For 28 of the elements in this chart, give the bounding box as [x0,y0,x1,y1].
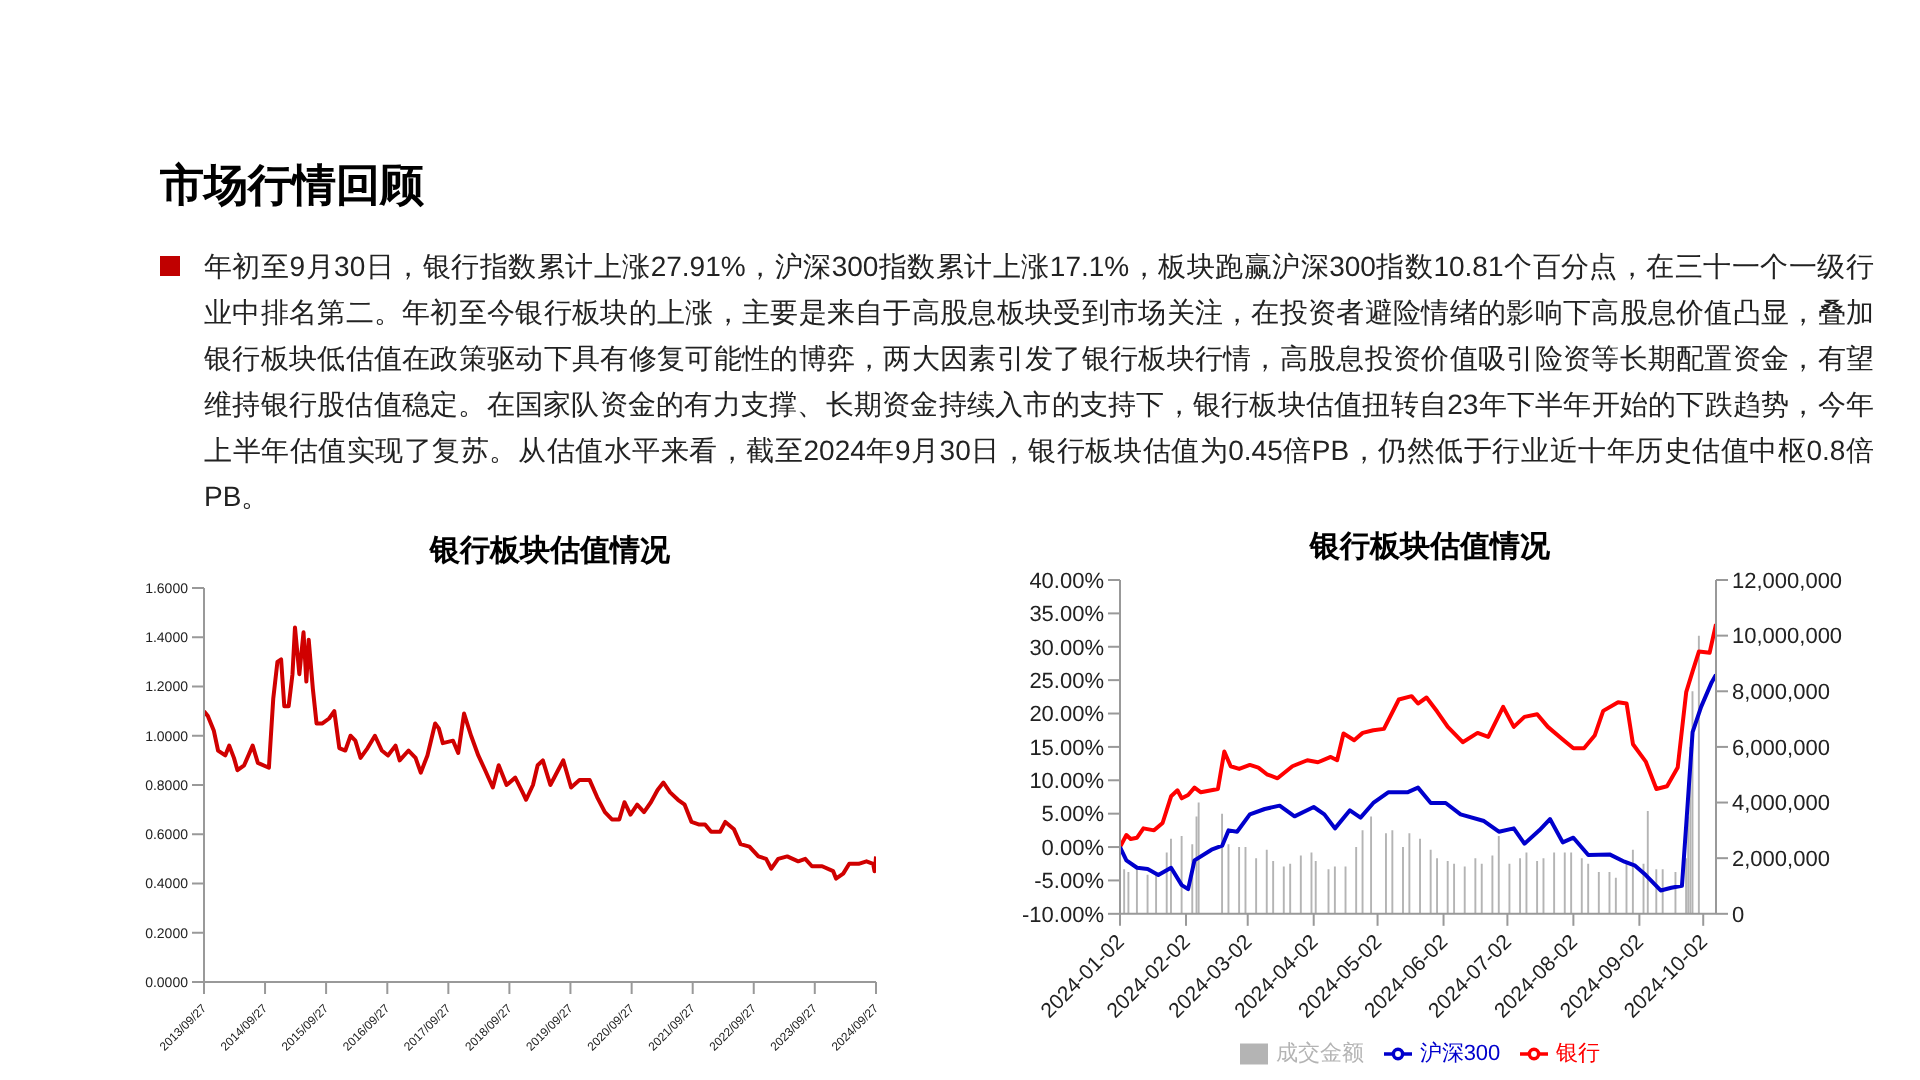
y-tick-label: -10.00% [1022,903,1105,928]
y-tick-label: 5.00% [1041,803,1105,828]
y-tick-label: 10.00% [1029,770,1105,795]
chart-title: 银行板块估值情况 [427,532,672,572]
y-tick-label: 25.00% [1029,669,1105,694]
text: 年初至9月30日，银行指数累计上涨27.91%，沪深300指数累计上涨17.1%，板块跑赢沪深300指数10.81个百分点，在三十一个一级行业中排名第二。年初至今银行板块的上涨，主要是来自于高股息板块受到市场关注，在投资者避险情绪的影响下高股息价值凸显，叠加银行板块低估值在政策驱动下具有修复可能性的博弈，两大因素引发了银行板块行情，高股息投资价值吸引险资等长期配置资金，有望维持银行股估值稳定。在国家队资金的有力支撑、长期资金持续入市的支持下，银行板块估值扭转自23年下半年开始的下跌趋势，今年上半年估值实现了复苏。从估值水平来看，截至2024年9月30日，银行板块估值为0.45倍PB，仍然低于行业近十年历史估值中枢0.8倍PB。 [204,248,1874,516]
y-tick-label: 20.00% [1029,703,1105,728]
y2-tick-label: 10,000,000 [1732,625,1843,650]
line-series [204,625,876,881]
y2-tick-label: 6,000,000 [1732,736,1830,761]
y2-tick-label: 4,000,000 [1732,792,1830,817]
text: 市场行情回顾 [160,158,426,214]
legend-label: 成交金额 [1275,1041,1364,1066]
y2-tick-label: 12,000,000 [1732,569,1843,594]
y-tick-label: 35.00% [1029,603,1105,628]
chart-title: 银行板块估值情况 [1307,528,1552,568]
y-tick-label: 0.00% [1041,836,1105,861]
y-tick-label: 40.00% [1029,569,1105,594]
line-series [1120,622,1716,850]
y-tick-label: 30.00% [1029,636,1105,661]
legend-label: 银行 [1556,1041,1601,1066]
legend-label: 沪深300 [1419,1041,1501,1066]
y-tick-label: 15.00% [1029,736,1105,761]
y2-tick-label: 0 [1732,903,1745,928]
y2-tick-label: 8,000,000 [1732,681,1830,706]
line-series [1120,672,1716,893]
y2-tick-label: 2,000,000 [1732,847,1830,872]
y-tick-label: -5.00% [1034,870,1105,895]
